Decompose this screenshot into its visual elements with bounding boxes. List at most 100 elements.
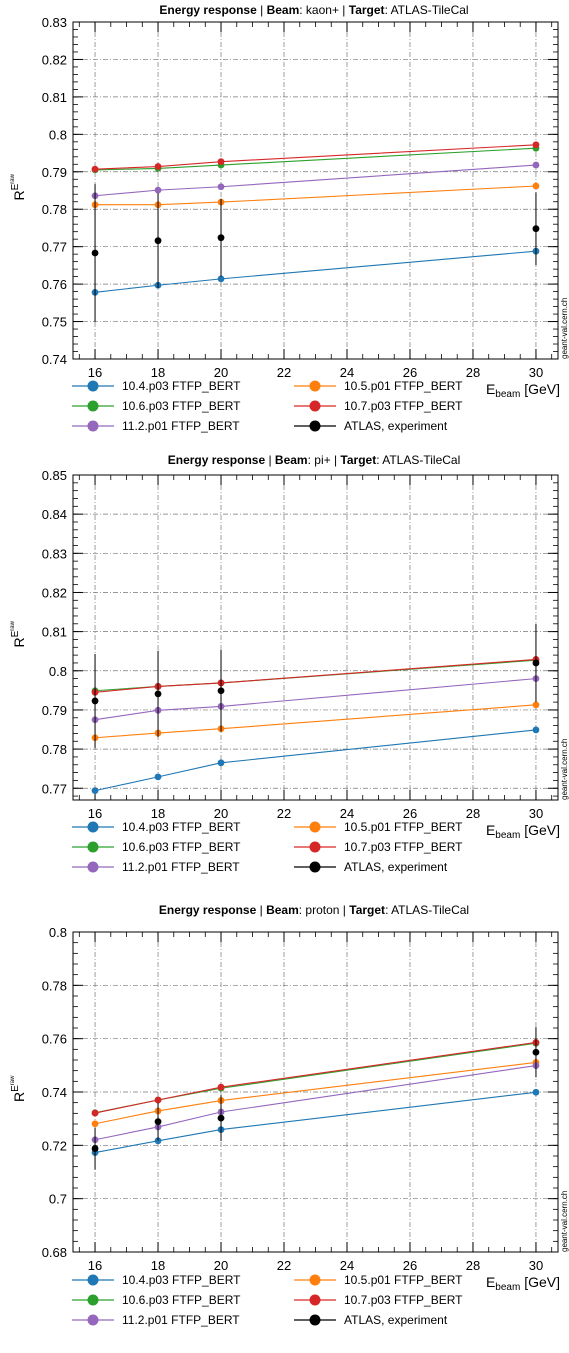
- legend-marker: [87, 380, 99, 392]
- data-point: [154, 1118, 162, 1125]
- y-tick-label: 0.85: [42, 468, 67, 483]
- data-point: [532, 225, 540, 233]
- legend-marker: [309, 861, 321, 873]
- x-tick-label: 20: [214, 806, 228, 821]
- x-tick-label: 28: [466, 365, 480, 380]
- y-label-main: R: [11, 637, 27, 647]
- title-target-value: : ATLAS-TileCal: [385, 903, 469, 917]
- data-point: [154, 690, 162, 698]
- legend-marker: [309, 1274, 321, 1286]
- data-point: [532, 1048, 540, 1056]
- series-2: [91, 182, 540, 209]
- data-point: [217, 1114, 225, 1122]
- x-tick-label: 26: [403, 1258, 417, 1273]
- y-tick-label: 0.8: [49, 925, 67, 940]
- data-point: [217, 687, 225, 695]
- x-tick-label: 20: [214, 365, 228, 380]
- data-point: [532, 659, 540, 667]
- y-label-sup: E: [10, 630, 21, 637]
- plot-frame: [72, 474, 559, 801]
- y-tick-label: 0.78: [42, 202, 67, 217]
- chart-panel-3: Energy response | Beam: proton | Target:…: [10, 903, 569, 1327]
- data-point: [217, 759, 225, 767]
- title-part-energy-response: Energy response: [159, 3, 257, 17]
- x-tick-label: 16: [88, 806, 102, 821]
- series-6: [91, 1027, 540, 1170]
- series-line: [94, 1061, 537, 1125]
- data-point: [154, 1137, 162, 1145]
- y-tick-label: 0.79: [42, 165, 67, 180]
- x-tick-label: 20: [214, 1258, 228, 1273]
- x-tick-label: 30: [529, 806, 543, 821]
- data-point: [217, 158, 225, 166]
- series-line: [94, 1042, 537, 1114]
- title-part-target: Target: [340, 453, 376, 467]
- watermark: geant-val.cern.ch: [560, 739, 569, 800]
- series-line: [94, 164, 536, 197]
- x-label-unit: [GeV]: [520, 381, 560, 397]
- legend-label: 10.7.p03 FTFP_BERT: [344, 840, 463, 854]
- x-tick-label: 18: [151, 806, 165, 821]
- y-tick-label: 0.79: [42, 703, 67, 718]
- y-label-supsup: raw: [10, 1075, 16, 1085]
- legend: 10.4.p03 FTFP_BERT 10.5.p01 FTFP_BERT 10.6…: [72, 1273, 463, 1327]
- data-point: [154, 186, 162, 194]
- legend-item-3: 10.6.p03 FTFP_BERT: [72, 1293, 241, 1307]
- data-point: [91, 249, 99, 257]
- legend-marker: [87, 841, 99, 853]
- legend: 10.4.p03 FTFP_BERT 10.5.p01 FTFP_BERT 10.6…: [72, 379, 463, 433]
- series-5: [91, 675, 540, 724]
- title-target-value: : ATLAS-TileCal: [376, 453, 460, 467]
- legend-marker: [87, 1314, 99, 1326]
- legend-item-2: 10.5.p01 FTFP_BERT: [294, 820, 463, 834]
- y-axis-label: REraw: [10, 620, 27, 647]
- y-tick-label: 0.82: [42, 585, 67, 600]
- y-tick-label: 0.72: [42, 1138, 67, 1153]
- y-tick-label: 0.77: [42, 781, 67, 796]
- data-point: [532, 141, 540, 149]
- legend-label: ATLAS, experiment: [344, 1313, 448, 1327]
- data-point: [154, 773, 162, 781]
- y-tick-label: 0.7: [49, 1192, 67, 1207]
- y-label-main: R: [11, 1092, 27, 1102]
- series-line: [95, 144, 536, 170]
- legend-label: ATLAS, experiment: [344, 419, 448, 433]
- data-point: [217, 275, 225, 283]
- y-tick-label: 0.81: [42, 625, 67, 640]
- y-tick-label: 0.68: [42, 1245, 67, 1260]
- legend-item-6: ATLAS, experiment: [294, 1313, 448, 1327]
- title-target-value: : ATLAS-TileCal: [385, 3, 469, 17]
- title-part-beam: Beam: [266, 903, 299, 917]
- y-tick-label: 0.78: [42, 742, 67, 757]
- y-tick-label: 0.74: [42, 352, 67, 367]
- title-part-beam: Beam: [267, 3, 300, 17]
- x-tick-label: 28: [466, 1258, 480, 1273]
- x-axis-label: Ebeam [GeV]: [486, 822, 560, 841]
- chart-title: Energy response | Beam: pi+ | Target: AT…: [168, 453, 461, 467]
- legend-marker: [87, 861, 99, 873]
- legend-item-1: 10.4.p03 FTFP_BERT: [72, 1273, 241, 1287]
- x-tick-label: 22: [277, 806, 291, 821]
- x-label-sub: beam: [495, 389, 520, 400]
- x-label-main: E: [486, 822, 495, 838]
- legend-label: 10.6.p03 FTFP_BERT: [122, 840, 241, 854]
- legend-marker: [87, 400, 99, 412]
- title-part-energy-response: Energy response: [159, 903, 257, 917]
- series-1: [91, 726, 540, 795]
- legend-label: 10.4.p03 FTFP_BERT: [122, 1273, 241, 1287]
- x-tick-label: 18: [151, 1258, 165, 1273]
- series-line: [94, 678, 537, 721]
- x-tick-label: 24: [340, 806, 354, 821]
- chart-title: Energy response | Beam: proton | Target:…: [159, 903, 469, 917]
- legend-item-3: 10.6.p03 FTFP_BERT: [72, 840, 241, 854]
- x-tick-label: 22: [277, 1258, 291, 1273]
- watermark: geant-val.cern.ch: [560, 1191, 569, 1252]
- series-line: [94, 250, 537, 293]
- legend-label: 10.4.p03 FTFP_BERT: [122, 820, 241, 834]
- data-point: [217, 183, 225, 191]
- data-point: [91, 787, 99, 795]
- legend-item-1: 10.4.p03 FTFP_BERT: [72, 820, 241, 834]
- title-beam-value: : pi+: [308, 453, 331, 467]
- title-separator: |: [265, 453, 275, 467]
- y-label-supsup: raw: [10, 620, 16, 630]
